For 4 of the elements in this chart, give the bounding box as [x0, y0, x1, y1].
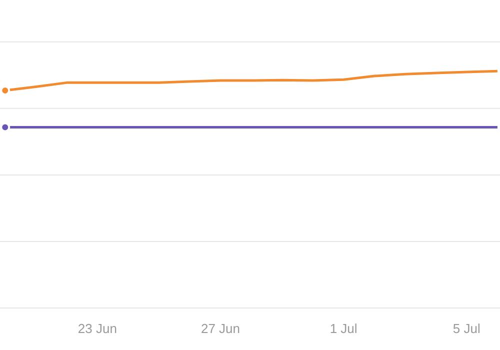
x-tick-label: 27 Jun — [200, 321, 240, 336]
x-tick-label: 5 Jul — [452, 321, 481, 336]
x-tick-label: 23 Jun — [78, 321, 117, 336]
x-tick-label: 1 Jul — [330, 321, 358, 336]
